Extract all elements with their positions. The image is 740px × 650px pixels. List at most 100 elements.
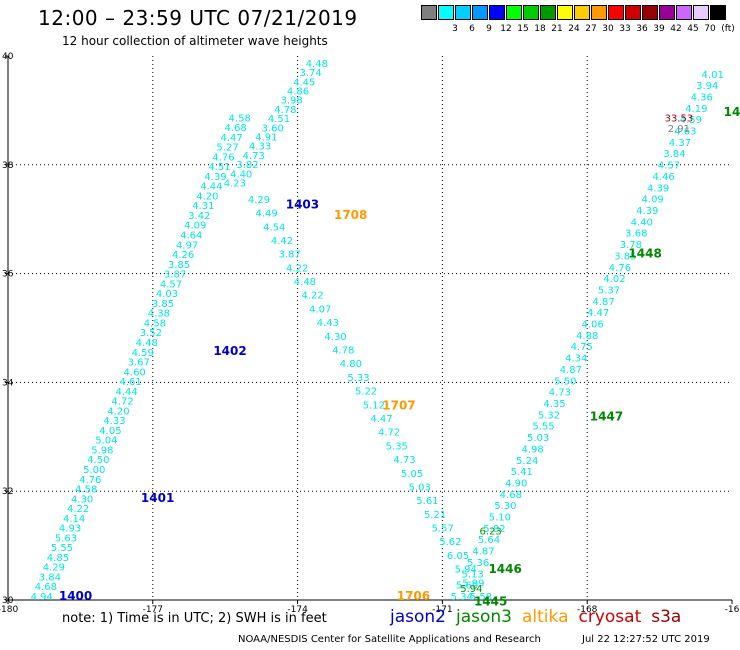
swh-value: 4.64 [180,231,202,242]
swh-value: 4.40 [631,217,653,228]
swh-value: 4.26 [172,250,194,261]
swh-value: 3.60 [262,123,284,134]
swh-value: 3.87 [278,250,300,261]
x-tick-label: -171 [432,605,452,615]
swh-value: 4.94 [31,592,53,603]
swh-value: 3.82 [236,160,258,171]
legend-label: 33 [619,24,631,34]
swh-value: 4.48 [294,277,316,288]
legend-swatch [676,5,692,20]
swh-value: 4.35 [543,399,565,410]
legend-swatch [710,5,726,20]
legend-unit: (ft) [721,24,735,34]
swh-value: 4.37 [669,138,691,149]
swh-value: 4.76 [212,152,234,163]
swh-value: 4.98 [522,444,544,455]
swh-value: 3.85 [614,251,636,262]
swh-value: 3.94 [696,81,718,92]
pass-number-label: 14 [724,105,740,119]
legend-swatch [540,5,556,20]
pass-number-label: 1707 [382,399,415,413]
swh-value: 4.72 [111,397,133,408]
satellite-legend-item: jason2 [390,607,446,627]
legend-swatch [506,5,522,20]
swh-value: 3.67 [128,358,150,369]
swh-value: 4.57 [160,279,182,290]
x-tick-label: -168 [577,605,598,615]
legend-swatch [557,5,573,20]
swh-value: 5.55 [532,422,554,433]
satellite-legend: jason2 jason3 altika cryosat s3a [390,607,691,627]
swh-value: 4.22 [286,263,308,274]
legend-swatch [421,5,437,20]
legend-swatch [438,5,454,20]
swh-value: 4.44 [200,182,222,193]
swh-value: 5.13 [461,569,483,580]
legend-label: 70 [704,24,716,34]
swh-value-highlight: 33.53 [665,113,694,124]
swh-value: 4.43 [317,318,339,329]
x-tick-label: -16 [725,605,740,615]
pass-number-label: 1706 [397,589,430,603]
swh-value: 5.04 [95,436,117,447]
swh-value: 5.03 [527,433,549,444]
swh-value: 4.22 [301,291,323,302]
pass-number-label: 1400 [59,589,92,603]
swh-value: 4.76 [609,263,631,274]
legend-label: 18 [534,24,546,34]
swh-value: 5.37 [598,285,620,296]
swh-value: 5.30 [494,501,516,512]
legend-label: 21 [551,24,563,34]
footer-note: note: 1) Time is in UTC; 2) SWH is in fe… [62,611,327,626]
swh-value: 5.22 [355,387,377,398]
swh-value: 4.39 [204,172,226,183]
swh-value: 4.46 [652,172,674,183]
legend-swatch [608,5,624,20]
legend-swatch [523,5,539,20]
legend-label: 9 [486,24,492,34]
swh-value: 4.09 [642,195,664,206]
swh-value: 4.73 [393,455,415,466]
swh-value: 5.61 [416,496,438,507]
swh-value: 5.94 [455,565,477,576]
swh-value: 4.19 [685,104,707,115]
swh-value: 3.42 [188,211,210,222]
swh-value: 3.98 [281,96,303,107]
swh-value: 4.38 [148,309,170,320]
legend-swatch [659,5,675,20]
swh-value: 4.73 [243,151,265,162]
swh-value: 4.14 [63,514,85,525]
swh-value: 4.48 [306,59,328,70]
legend-swatch [693,5,709,20]
swh-value: 4.87 [592,297,614,308]
swh-value: 4.68 [35,582,57,593]
legend-swatch [489,5,505,20]
pass-number-label: 1445 [474,594,507,608]
swh-value: 4.68 [500,490,522,501]
pass-number-label: 1401 [141,491,174,505]
swh-value: 4.22 [67,504,89,515]
swh-value: 5.62 [439,537,461,548]
swh-value: 4.68 [225,123,247,134]
y-tick-label: 40 [2,52,14,62]
swh-value: 4.36 [691,92,713,103]
swh-value: 6.05 [447,551,469,562]
swh-value-highlight: 6.23 [480,527,502,538]
swh-value: 4.91 [255,133,277,144]
pass-number-label: 1708 [334,208,367,222]
legend-label: 3 [452,24,458,34]
swh-value: 4.50 [87,455,109,466]
legend-swatch [574,5,590,20]
swh-value: 4.42 [271,236,293,247]
swh-value: 5.34 [451,592,473,603]
swh-value: 4.73 [549,388,571,399]
swh-value: 3.52 [140,328,162,339]
swh-value: 4.54 [263,222,285,233]
swh-value: 4.20 [107,406,129,417]
legend-label: 12 [500,24,512,34]
swh-value: 4.87 [472,547,494,558]
swh-value: 4.90 [505,478,527,489]
swh-value: 5.27 [216,143,238,154]
swh-value: 4.85 [47,553,69,564]
swh-value: 4.78 [274,105,296,116]
